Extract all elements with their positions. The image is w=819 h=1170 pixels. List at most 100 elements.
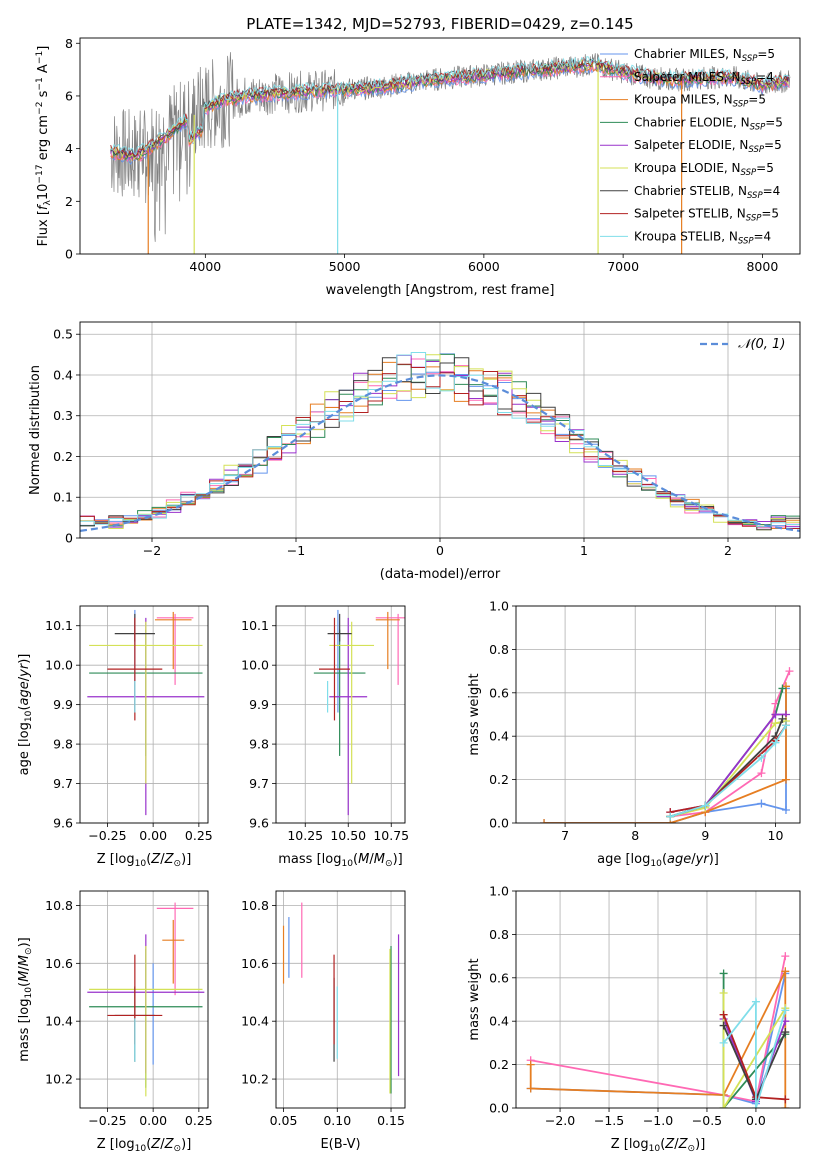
legend-text: =5: [757, 47, 775, 61]
weight-marker: [781, 1028, 790, 1037]
label-part: −1: [35, 51, 45, 64]
weight-marker: [719, 988, 728, 997]
y-tick-label: 9.7: [249, 776, 269, 791]
weight-marker: [540, 819, 549, 823]
weight-marker: [781, 1095, 790, 1104]
x-axis-label: age [log10(age/yr)]: [597, 852, 719, 869]
legend-text: Kroupa MILES, N: [634, 93, 733, 107]
axes-frame: [79, 321, 801, 539]
x-tick-label: 0.25: [185, 828, 213, 843]
label-part: mass [log: [17, 999, 32, 1062]
axes-frame: [79, 37, 801, 255]
label-part: (: [17, 982, 32, 987]
label-part: )]: [709, 852, 719, 867]
label-part: s: [36, 90, 51, 101]
x-axis-label: (data-model)/error: [380, 567, 501, 582]
legend-text: =5: [756, 161, 774, 175]
x-axis-label: Z [log10(Z/Z⊙)]: [97, 852, 192, 869]
weight-marker: [781, 1006, 790, 1015]
legend-label: Kroupa MILES, NSSP=5: [634, 93, 766, 110]
y-tick-label: 0.2: [489, 1057, 509, 1072]
weight-marker: [781, 952, 790, 961]
weight-marker: [781, 967, 790, 976]
y-tick-label: 1.0: [489, 599, 509, 614]
legend-text: Salpeter STELIB, N: [634, 207, 746, 221]
axes: −2 −1 0 1 2 0 0.1 0.2 0.3 0.4 0.5 𝒩(0, 1) (data-mode…: [28, 321, 801, 582]
label-part: 10: [135, 1144, 147, 1154]
y-tick-label: 0.4: [489, 1014, 509, 1029]
label-part: λ: [43, 200, 53, 206]
label-part: )]: [181, 1137, 191, 1152]
y-tick-label: 0.8: [489, 927, 509, 942]
legend-text: Kroupa STELIB, N: [634, 229, 738, 243]
weight-marker: [701, 801, 710, 810]
legend-text: =5: [765, 115, 783, 129]
label-part: Z: [164, 1137, 175, 1152]
legend-subscript: SSP: [742, 54, 758, 64]
label-part: )]: [695, 1137, 705, 1152]
x-tick-label: 0.25: [185, 1113, 213, 1128]
weight-marker: [719, 1104, 728, 1108]
weight-line-8: [722, 999, 787, 1108]
y-tick-label: 0.2: [53, 449, 73, 464]
axes: −0.25 0.00 0.259.69.79.89.910.010.1Z [log1…: [17, 605, 213, 869]
axes: −2.0 −1.5 −1.0 −0.5 0.0 0.0 0.2 0.4 0.6 0.8 1.0 Z […: [467, 884, 801, 1154]
label-part: ⊙: [174, 859, 182, 869]
label-part: ⊙: [385, 859, 393, 869]
x-tick-label: −0.25: [88, 1113, 126, 1128]
label-part: Flux [: [36, 210, 51, 246]
legend-text: Kroupa ELODIE, N: [634, 161, 741, 175]
x-tick-label: 0.15: [377, 1113, 405, 1128]
weight-marker: [781, 805, 790, 814]
y-tick-label: 10.4: [241, 1014, 269, 1029]
legend-subscript: SSP: [738, 236, 754, 246]
y-tick-label: 0.4: [53, 367, 73, 382]
axes-frame: [275, 605, 406, 824]
x-tick-label: −2.0: [545, 1113, 575, 1128]
legend-subscript: SSP: [750, 122, 766, 132]
label-part: /: [17, 966, 32, 971]
label-part: /: [674, 1137, 679, 1152]
label-part: /: [17, 676, 32, 681]
legend-label: Kroupa ELODIE, NSSP=5: [634, 161, 774, 178]
x-axis-label: E(B-V): [320, 1137, 360, 1152]
label-part: E(B-V): [320, 1137, 360, 1152]
legend-subscript: SSP: [741, 77, 757, 87]
mass-vs-extinction-panel: 0.05 0.10 0.15 10.2 10.4 10.6 10.8 E(B-V): [241, 890, 406, 1152]
histogram-step-8: [80, 352, 800, 538]
weight-line-1: [530, 955, 787, 1103]
y-tick-label: 10.4: [45, 1014, 73, 1029]
y-tick-label: 10.6: [45, 956, 73, 971]
axes-frame: [515, 890, 801, 1109]
y-tick-label: 10.2: [45, 1072, 73, 1087]
y-tick-label: 0.6: [489, 685, 509, 700]
label-part: (: [662, 852, 667, 867]
y-tick-label: 10.6: [241, 956, 269, 971]
y-tick-label: 10.0: [45, 658, 73, 673]
y-tick-label: 9.8: [53, 737, 73, 752]
axes-frame: [79, 605, 209, 824]
label-part: −2: [35, 102, 45, 115]
label-part: ⊙: [24, 947, 34, 955]
x-tick-label: 7000: [607, 259, 639, 274]
label-part: Z: [150, 1137, 161, 1152]
x-tick-label: 10.50: [330, 828, 366, 843]
y-tick-label: 10.2: [241, 1072, 269, 1087]
x-axis-label: Z [log10(Z/Z⊙)]: [611, 1137, 706, 1154]
plot-area: [87, 902, 205, 1097]
y-axis-label: mass weight: [467, 673, 482, 755]
y-tick-label: 10.0: [241, 658, 269, 673]
y-tick-label: 9.6: [249, 816, 269, 831]
label-part: ⊙: [688, 1144, 696, 1154]
weight-marker: [757, 799, 766, 808]
label-part: Z: [164, 852, 175, 867]
y-tick-label: 0.6: [489, 970, 509, 985]
y-tick-label: 0: [65, 531, 73, 546]
axes-frame: [275, 890, 406, 1109]
label-part: (: [353, 852, 358, 867]
legend-text: =5: [761, 207, 779, 221]
plot-area: [540, 667, 794, 823]
